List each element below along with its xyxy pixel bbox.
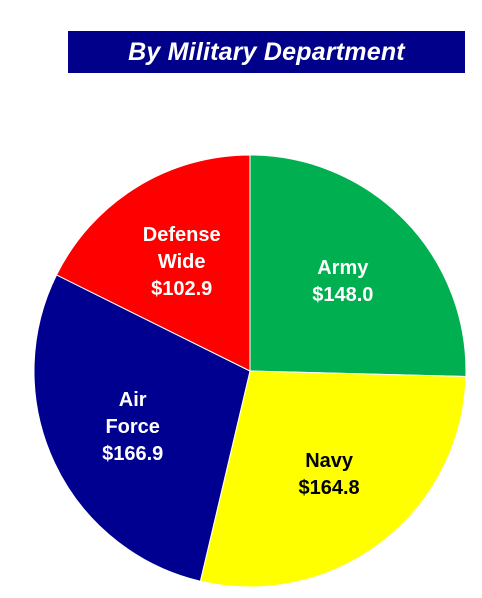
pie-slice-air-force [33,274,251,582]
slice-name-air-force: Air [119,389,147,411]
slice-value-defense-wide: $102.9 [151,278,212,300]
slice-label-navy: Navy $164.8 [299,450,360,499]
slice-value-navy: $164.8 [299,477,360,499]
pie-slice-navy [199,370,467,588]
slice-label-army: Army $148.0 [312,257,373,306]
slice-name-navy: Navy [305,450,354,472]
slice-name-air-force: Force [105,416,159,438]
pie-slice-defense-wide [55,154,251,372]
slice-value-air-force: $166.9 [102,443,163,465]
slice-name-army: Army [317,257,369,279]
slice-label-defense-wide: Defense Wide $102.9 [143,224,221,300]
slice-value-army: $148.0 [312,284,373,306]
slice-name-defense-wide: Wide [158,251,206,273]
title-banner: By Military Department [68,31,465,73]
pie-slice-army [249,154,467,377]
slice-label-air-force: Air Force $166.9 [102,389,163,465]
chart-title: By Military Department [128,37,405,66]
slice-name-defense-wide: Defense [143,224,221,246]
